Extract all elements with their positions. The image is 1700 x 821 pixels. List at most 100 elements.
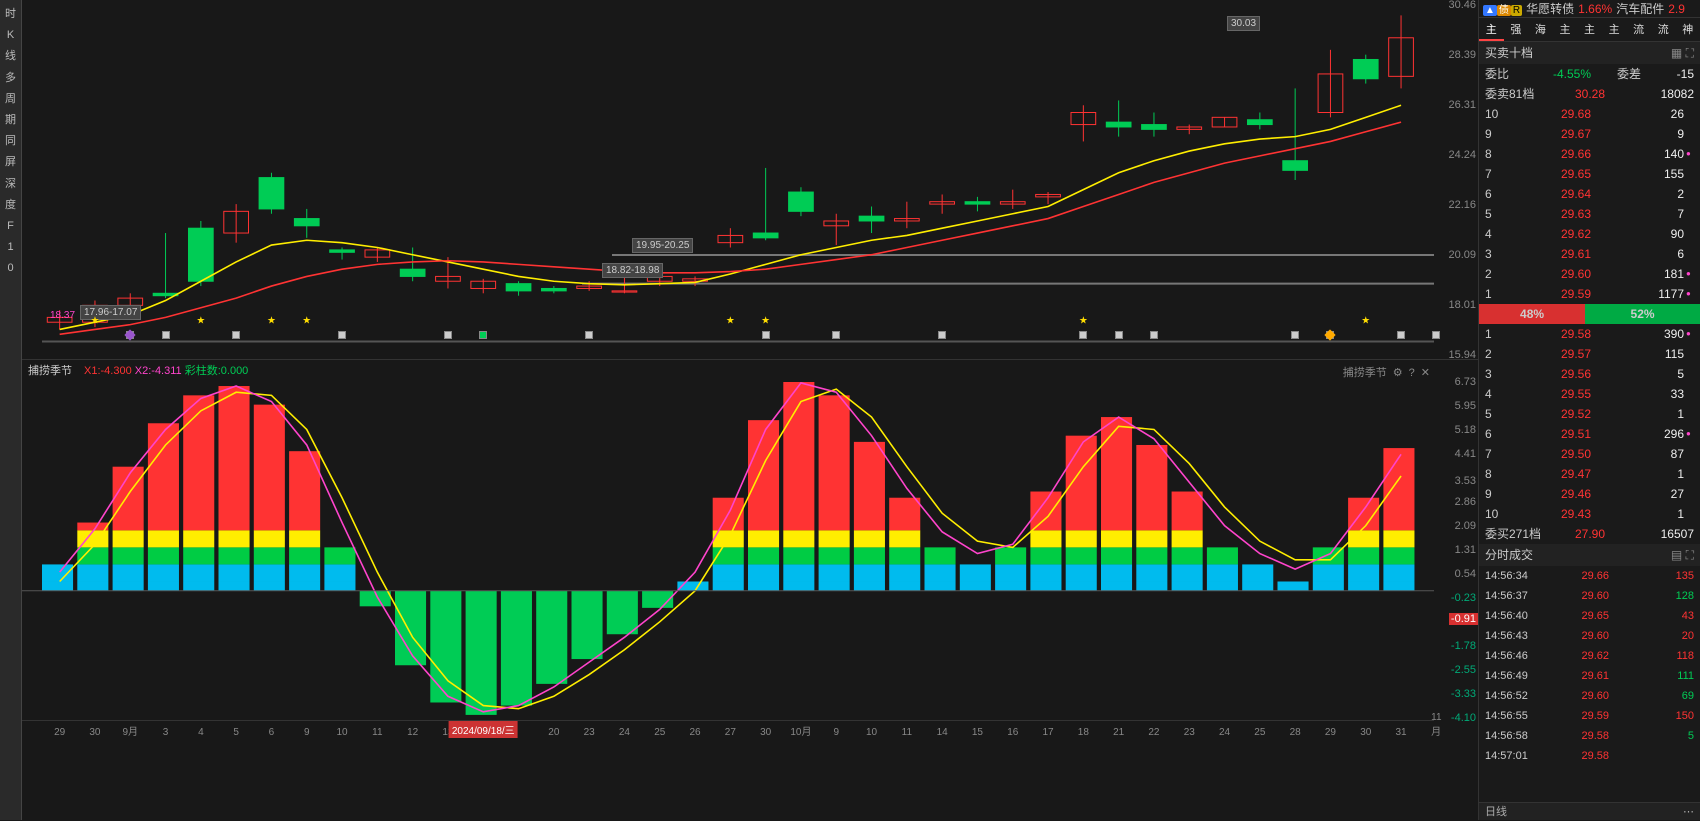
tab[interactable]: 主 — [1577, 18, 1602, 41]
star-marker: ★ — [726, 316, 735, 327]
square-marker — [1150, 331, 1158, 339]
tab[interactable]: 主 — [1553, 18, 1578, 41]
tab[interactable]: 强 — [1504, 18, 1529, 41]
orderbook-row[interactable]: 329.616 — [1479, 244, 1700, 264]
candle-panel[interactable]: 17.96-17.0719.95-20.2518.82-18.9830.0318… — [22, 0, 1478, 360]
trade-row: 14:57:0129.58 — [1479, 746, 1700, 766]
orderbook-row[interactable]: 829.471 — [1479, 464, 1700, 484]
square-marker — [338, 331, 346, 339]
orderbook-row[interactable]: 1029.6826 — [1479, 104, 1700, 124]
nav-item[interactable]: 深 — [0, 174, 21, 195]
trade-row: 14:56:4629.62118 — [1479, 646, 1700, 666]
badge: ▲ — [1483, 5, 1497, 16]
close-icon[interactable]: ✕ — [1421, 362, 1430, 384]
nav-item[interactable]: 同 — [0, 131, 21, 152]
ratio-bar: 48% 52% — [1479, 304, 1700, 324]
xtick: 18 — [1078, 727, 1089, 738]
nav-item[interactable]: K — [0, 25, 21, 46]
orderbook-row[interactable]: 129.58390● — [1479, 324, 1700, 344]
orderbook-row[interactable]: 729.5087 — [1479, 444, 1700, 464]
grid-icon[interactable]: ▦ — [1671, 46, 1682, 60]
price-label: 18.82-18.98 — [602, 263, 663, 278]
tab[interactable]: 主 — [1602, 18, 1627, 41]
orderbook-row[interactable]: 629.642 — [1479, 184, 1700, 204]
main-charts: 17.96-17.07 19.95-20.25 18.82-18.98 30.03 18… — [22, 0, 1478, 820]
orderbook-row[interactable]: 929.4627 — [1479, 484, 1700, 504]
price-label: 19.95-20.25 — [632, 238, 693, 253]
nav-item[interactable]: 1 — [0, 237, 21, 258]
orderbook-row[interactable]: 429.6290 — [1479, 224, 1700, 244]
gear-icon[interactable]: ⚙ — [1393, 362, 1403, 384]
xtick: 23 — [584, 727, 595, 738]
nav-item[interactable]: 时 — [0, 4, 21, 25]
xtick: 31 — [1395, 727, 1406, 738]
xtick: 30 — [760, 727, 771, 738]
square-marker — [1397, 331, 1405, 339]
nav-item[interactable]: 线 — [0, 46, 21, 67]
xtick: 26 — [689, 727, 700, 738]
tab[interactable]: 流 — [1626, 18, 1651, 41]
nav-item[interactable]: 周 — [0, 89, 21, 110]
xtick: 9 — [833, 727, 839, 738]
sell-ratio: 52% — [1585, 304, 1700, 324]
tab[interactable]: 流 — [1651, 18, 1676, 41]
indicator-panel[interactable]: 捕捞季节 X1:-4.300 X2:-4.311 彩柱数:0.000 捕捞季节 … — [22, 360, 1478, 740]
xtick: 11月 — [1431, 712, 1441, 738]
expand-icon[interactable]: ⛶ — [1686, 46, 1694, 60]
nav-item[interactable]: 多 — [0, 68, 21, 89]
xtick: 10 — [336, 727, 347, 738]
list-icon[interactable]: ▤ — [1671, 548, 1682, 562]
orderbook-row[interactable]: 729.65155 — [1479, 164, 1700, 184]
nav-item[interactable]: 屏 — [0, 152, 21, 173]
trade-row: 14:56:4929.61111 — [1479, 666, 1700, 686]
square-marker — [1291, 331, 1299, 339]
tab[interactable]: 神 — [1676, 18, 1700, 41]
xtick: 11 — [372, 727, 382, 738]
xtick: 27 — [725, 727, 736, 738]
price-label: 30.03 — [1227, 16, 1260, 31]
xtick: 12 — [407, 727, 418, 738]
orderbook-row[interactable]: 329.565 — [1479, 364, 1700, 384]
square-marker — [832, 331, 840, 339]
stock-name: 华愿转债 — [1526, 0, 1574, 17]
xtick: 11 — [902, 727, 912, 738]
xtick: 6 — [269, 727, 275, 738]
nav-item[interactable]: 度 — [0, 195, 21, 216]
xtick: 3 — [163, 727, 169, 738]
tab[interactable]: 主 — [1479, 18, 1504, 41]
orderbook-row[interactable]: 929.679 — [1479, 124, 1700, 144]
trades-title: 分时成交 ▤ ⛶ — [1479, 544, 1700, 566]
orderbook-row[interactable]: 1029.431 — [1479, 504, 1700, 524]
star-marker: ★ — [1079, 316, 1088, 327]
help-icon[interactable]: ? — [1409, 362, 1415, 384]
xtick: 20 — [548, 727, 559, 738]
orderbook-row[interactable]: 829.66140● — [1479, 144, 1700, 164]
xtick: 24 — [1219, 727, 1230, 738]
indicator-header: 捕捞季节 X1:-4.300 X2:-4.311 彩柱数:0.000 捕捞季节 … — [22, 360, 1478, 382]
orderbook-row[interactable]: 529.637 — [1479, 204, 1700, 224]
orderbook-row[interactable]: 629.51296● — [1479, 424, 1700, 444]
xtick: 24 — [619, 727, 630, 738]
nav-item[interactable]: 期 — [0, 110, 21, 131]
price-label: 17.96-17.07 — [80, 305, 141, 320]
status-bar: 日线 ⋯ — [1479, 802, 1700, 820]
square-marker — [232, 331, 240, 339]
orderbook-row[interactable]: 229.60181● — [1479, 264, 1700, 284]
panel-tabs: 主强海主主主流流神 — [1479, 18, 1700, 42]
orderbook-row[interactable]: 529.521 — [1479, 404, 1700, 424]
xtick: 16 — [1007, 727, 1018, 738]
indicator-name-right: 捕捞季节 — [1343, 362, 1387, 384]
orderbook-row[interactable]: 129.591177● — [1479, 284, 1700, 304]
more-icon[interactable]: ⋯ — [1683, 803, 1694, 820]
orderbook-row[interactable]: 229.57115 — [1479, 344, 1700, 364]
orderbook-row[interactable]: 429.5533 — [1479, 384, 1700, 404]
trade-list: 14:56:3429.6613514:56:3729.6012814:56:40… — [1479, 566, 1700, 802]
nav-item[interactable]: F — [0, 216, 21, 237]
expand-icon[interactable]: ⛶ — [1686, 548, 1694, 562]
square-marker — [162, 331, 170, 339]
trade-row: 14:56:5529.59150 — [1479, 706, 1700, 726]
star-marker: ★ — [90, 316, 99, 327]
nav-item[interactable]: 0 — [0, 258, 21, 279]
star-marker: ★ — [302, 316, 311, 327]
tab[interactable]: 海 — [1528, 18, 1553, 41]
